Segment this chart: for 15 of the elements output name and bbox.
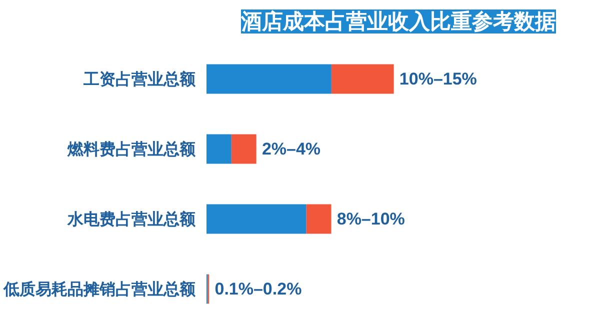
y-tick-label: 水电费占营业总额	[66, 210, 196, 228]
bar	[231, 134, 256, 164]
bar	[206, 64, 332, 94]
bar	[206, 204, 306, 234]
bar	[331, 64, 394, 94]
y-tick-label: 工资占营业总额	[82, 70, 196, 88]
y-tick-label: 燃料费占营业总额	[66, 140, 196, 158]
text: 2%–4%	[262, 140, 321, 158]
y-tick-label: 低质易耗品摊销占营业总额	[2, 280, 196, 298]
text: 8%–10%	[336, 210, 405, 228]
text: 0.1%–0.2%	[214, 280, 302, 298]
chart-title: 酒店成本占营业收入比重参考数据	[240, 10, 556, 34]
bar	[206, 134, 232, 164]
bar	[306, 204, 332, 234]
text: 10%–15%	[399, 70, 477, 88]
